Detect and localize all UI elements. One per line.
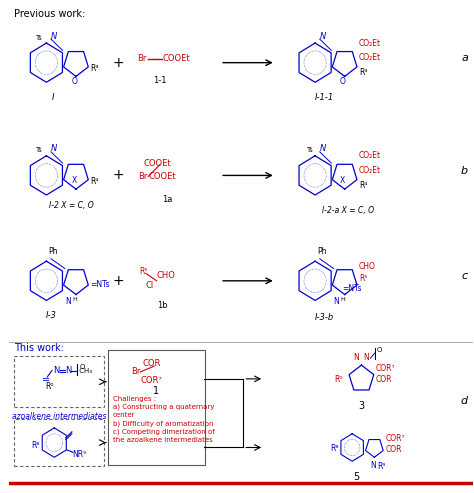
Text: COR: COR [143, 359, 161, 368]
Text: I-3: I-3 [46, 311, 56, 320]
Text: CO₂Et: CO₂Et [359, 53, 381, 62]
Text: COR: COR [385, 446, 402, 455]
Text: R⁸: R⁸ [31, 441, 39, 450]
Text: N: N [51, 144, 57, 153]
Text: N: N [54, 366, 60, 375]
Text: N: N [333, 297, 339, 306]
Text: =: = [42, 375, 50, 386]
Text: H: H [72, 297, 77, 303]
Text: Ts: Ts [35, 147, 42, 153]
Text: CO₂Et: CO₂Et [359, 38, 381, 47]
Text: COOEt: COOEt [148, 172, 176, 181]
Text: R⁴: R⁴ [91, 177, 99, 186]
Text: Br: Br [138, 172, 147, 181]
Text: =NTs: =NTs [91, 280, 110, 289]
Text: CHO: CHO [156, 272, 175, 281]
Text: CO₂Et: CO₂Et [359, 151, 381, 160]
Text: N: N [66, 297, 72, 306]
Text: R³: R³ [359, 68, 367, 77]
Text: I-2 X = C, O: I-2 X = C, O [49, 201, 93, 210]
Text: +: + [112, 274, 124, 288]
Text: X: X [340, 176, 346, 185]
Text: Br: Br [137, 54, 146, 63]
Text: O: O [340, 77, 346, 86]
Text: R⁰: R⁰ [335, 375, 343, 385]
Text: Ph: Ph [49, 247, 58, 256]
Text: R⁵: R⁵ [139, 268, 147, 277]
Text: N: N [353, 353, 359, 362]
Text: N: N [320, 32, 326, 40]
Text: O: O [71, 77, 77, 86]
Text: CO₂Et: CO₂Et [359, 166, 381, 175]
Text: Br: Br [131, 367, 140, 377]
Text: N: N [320, 144, 326, 153]
Text: 1b: 1b [157, 301, 167, 311]
Text: +: + [112, 169, 124, 182]
Text: 1-1: 1-1 [153, 76, 167, 85]
Text: R⁸: R⁸ [330, 445, 338, 454]
Text: N: N [364, 353, 370, 362]
Text: COR⁷: COR⁷ [141, 376, 163, 386]
Text: N: N [370, 461, 376, 470]
Text: O: O [79, 364, 85, 370]
Text: O: O [377, 348, 382, 353]
Text: CH₃: CH₃ [77, 367, 92, 374]
Text: Cl: Cl [146, 281, 154, 290]
Text: COOEt: COOEt [144, 159, 171, 168]
Text: CHO: CHO [359, 262, 376, 271]
Text: 3: 3 [358, 401, 365, 412]
Text: c: c [462, 271, 468, 281]
Text: R⁹: R⁹ [377, 462, 385, 471]
Text: =NTs: =NTs [342, 283, 362, 293]
Text: Previous work:: Previous work: [14, 9, 85, 19]
Text: R³: R³ [91, 64, 99, 73]
Text: 5: 5 [354, 472, 360, 482]
Text: I-2-a X = C, O: I-2-a X = C, O [322, 206, 374, 215]
Text: 1: 1 [154, 386, 159, 395]
Text: Ts: Ts [35, 35, 42, 40]
Text: H: H [340, 297, 345, 303]
Text: COR: COR [376, 375, 392, 385]
Text: d: d [461, 396, 468, 406]
Text: COOEt: COOEt [162, 54, 190, 63]
Text: I-3-b: I-3-b [315, 313, 334, 321]
Text: Challenges :
a) Constructing a quaternary
center
b) Difficulty of aromatization
: Challenges : a) Constructing a quaternar… [113, 395, 214, 443]
Text: azoalkene intermediates: azoalkene intermediates [12, 412, 106, 421]
Text: Ph: Ph [318, 247, 327, 256]
Text: COR⁷: COR⁷ [376, 363, 395, 373]
Text: b: b [461, 166, 468, 176]
Text: 1a: 1a [162, 195, 172, 204]
Text: N: N [65, 366, 72, 375]
Text: R⁴: R⁴ [359, 181, 367, 190]
Text: NR⁹: NR⁹ [72, 450, 86, 459]
Text: I: I [52, 93, 55, 102]
Text: R⁵: R⁵ [359, 274, 367, 283]
Text: N: N [51, 32, 57, 40]
Text: Ts: Ts [306, 147, 313, 153]
Text: X: X [72, 176, 77, 185]
Text: R⁰: R⁰ [46, 382, 54, 391]
Text: COR⁷: COR⁷ [385, 434, 405, 443]
Text: +: + [112, 56, 124, 70]
Text: I-1-1: I-1-1 [315, 93, 334, 102]
Text: This work:: This work: [14, 343, 64, 353]
Text: a: a [461, 53, 468, 63]
